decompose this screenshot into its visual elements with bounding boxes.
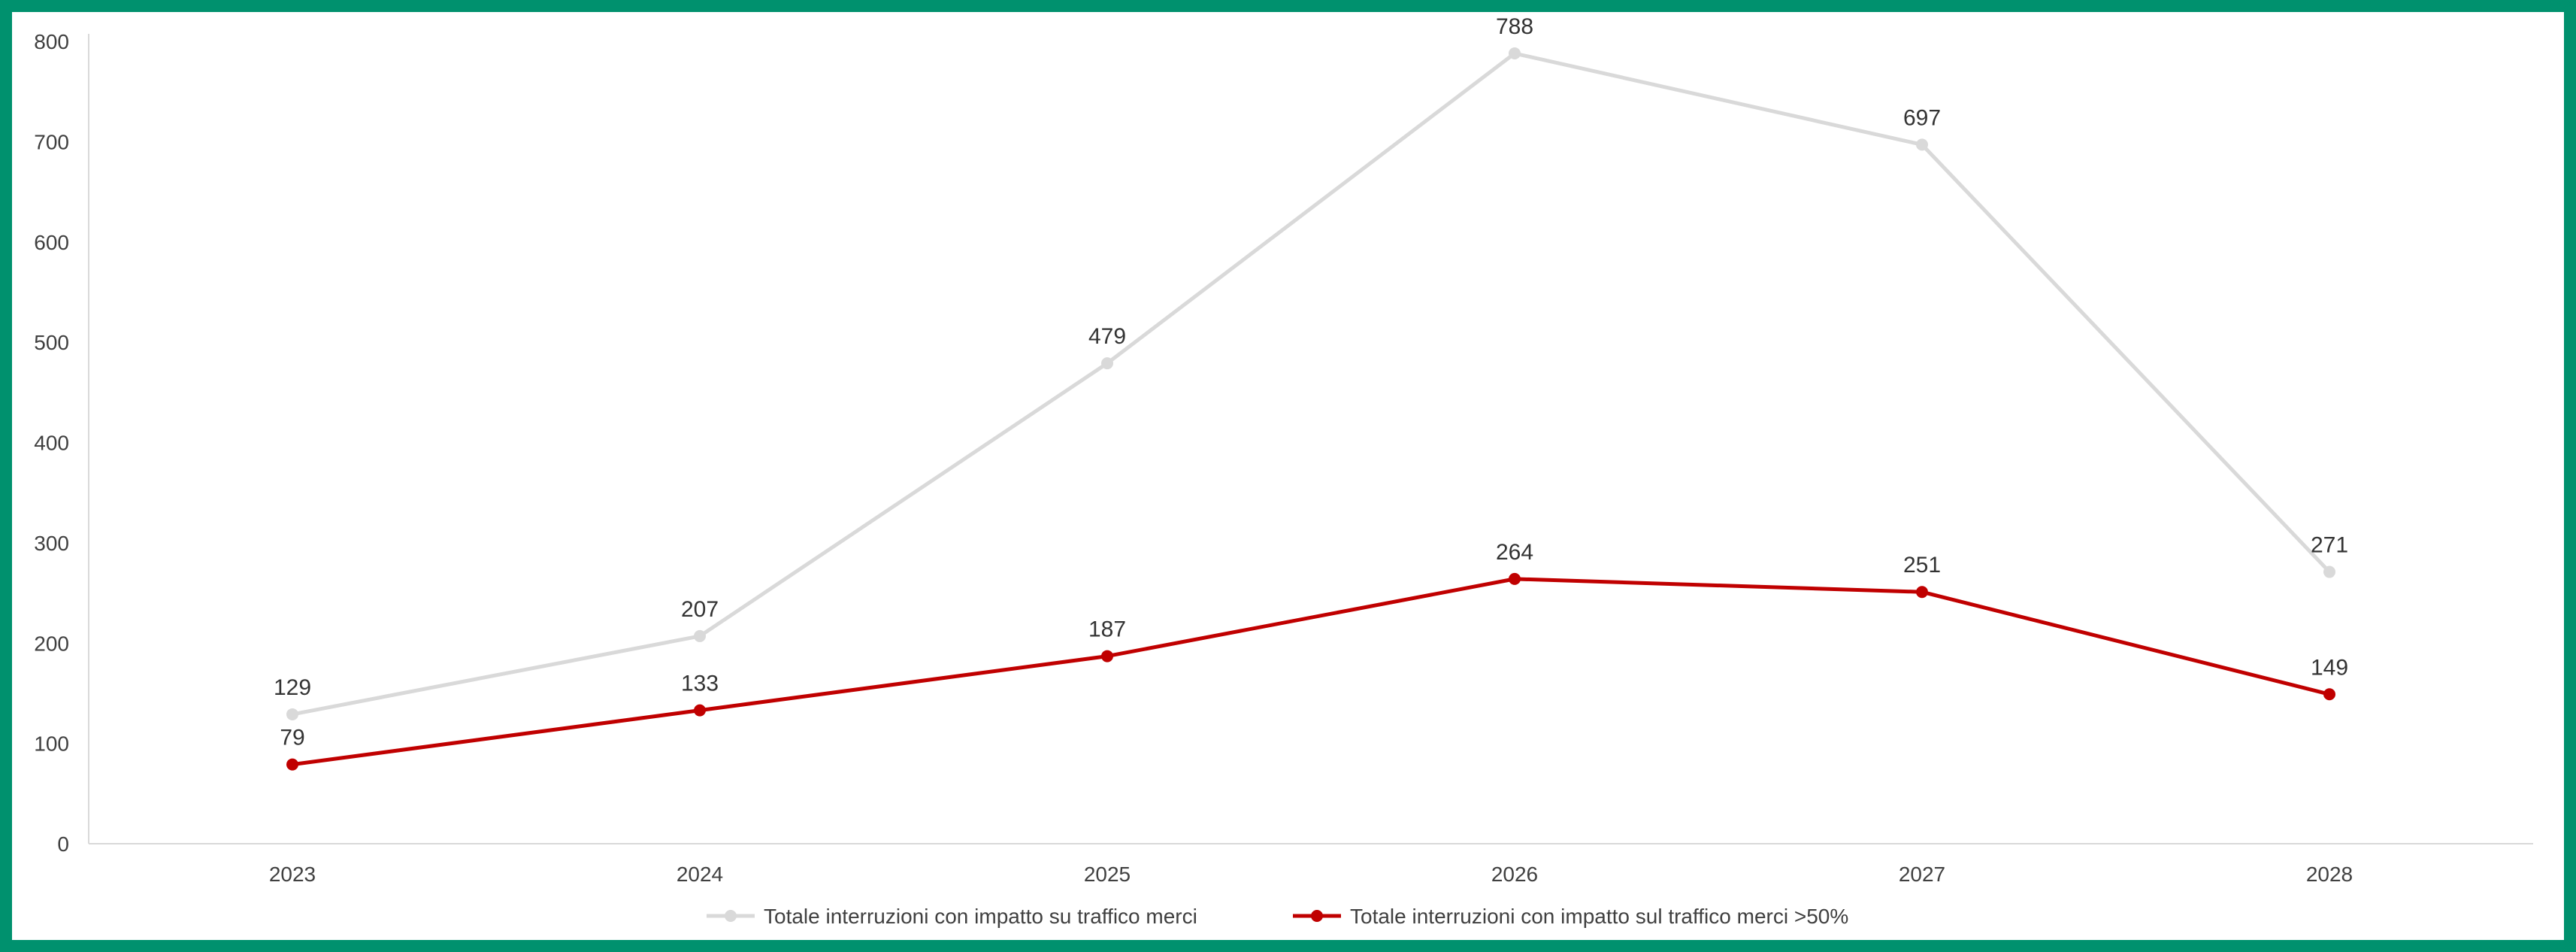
x-tick-label: 2027 (1899, 863, 1945, 886)
x-tick-label: 2028 (2306, 863, 2353, 886)
y-tick-label: 600 (34, 231, 69, 254)
series-2-point (1916, 586, 1928, 599)
series-2-point (1101, 650, 1113, 662)
y-tick-label: 0 (57, 832, 69, 856)
series-2-data-label: 251 (1903, 553, 1941, 578)
x-tick-label: 2026 (1491, 863, 1538, 886)
y-tick-label: 500 (34, 331, 69, 354)
y-tick-label: 800 (34, 30, 69, 53)
x-tick-label: 2023 (269, 863, 316, 886)
series-1-point (286, 708, 298, 720)
y-tick-label: 400 (34, 432, 69, 455)
legend-label-1: Totale interruzioni con impatto su traff… (764, 905, 1197, 928)
series-1-data-label: 207 (681, 597, 719, 622)
series-1-point (2323, 565, 2335, 578)
series-1-data-label: 129 (274, 675, 311, 700)
series-2-point (286, 758, 298, 771)
series-2-data-label: 264 (1496, 540, 1533, 565)
series-1-data-label: 788 (1496, 14, 1533, 39)
legend-marker-1 (725, 910, 737, 922)
y-tick-label: 100 (34, 732, 69, 756)
series-1-data-label: 271 (2311, 533, 2348, 558)
series-2-point (1509, 572, 1521, 585)
series-layer (286, 47, 2335, 771)
series-2-data-label: 79 (280, 726, 304, 750)
series-2-data-label: 133 (681, 672, 719, 696)
series-line-1 (292, 51, 2331, 717)
y-tick-label: 700 (34, 130, 69, 153)
series-1-data-label: 697 (1903, 105, 1941, 130)
series-1-point (1916, 138, 1928, 151)
chart-axes: 0 100 200 300 400 500 600 700 800 2023 2024 2025 202… (34, 30, 2533, 886)
series-line-2 (292, 577, 2330, 767)
legend-marker-2 (1311, 910, 1323, 922)
y-tick-label: 200 (34, 632, 69, 655)
x-tick-label: 2024 (677, 863, 723, 886)
series-1-point (1509, 47, 1521, 60)
y-tick-label: 300 (34, 532, 69, 555)
series-2-data-label: 149 (2311, 655, 2348, 680)
legend-label-2: Totale interruzioni con impatto sul traf… (1350, 905, 1848, 928)
series-1-data-label: 479 (1088, 324, 1126, 349)
series-2-point (2323, 688, 2335, 701)
series-1-point (1101, 357, 1113, 370)
x-tick-label: 2025 (1084, 863, 1131, 886)
legend: Totale interruzioni con impatto su traff… (707, 905, 1848, 928)
series-2-point (694, 704, 706, 717)
series-1-point (694, 629, 706, 642)
data-labels-layer: 129 207 479 788 697 271 79 133 187 264 251 149 (274, 14, 2348, 750)
series-2-data-label: 187 (1088, 617, 1126, 642)
